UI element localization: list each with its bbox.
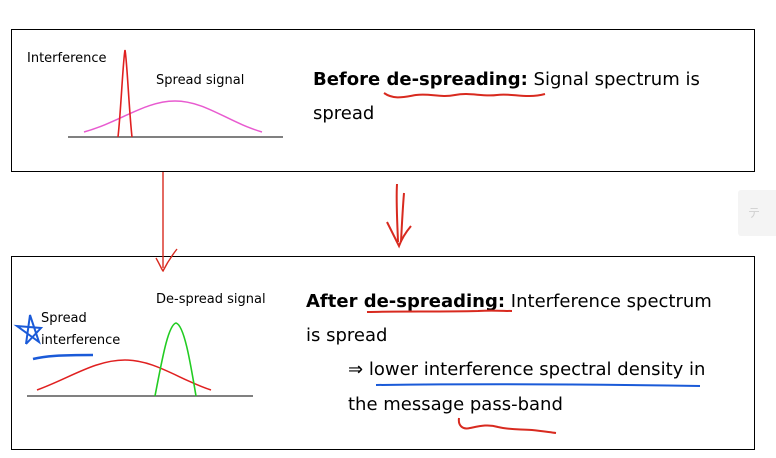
before-heading-rest: Signal spectrum is <box>527 69 700 90</box>
after-heading-line2: is spread <box>306 325 388 346</box>
before-despreading-panel <box>11 29 755 172</box>
spread-signal-label: Spread signal <box>156 73 245 88</box>
implies-arrow: ⇒ <box>348 359 364 380</box>
after-heading: After de-spreading: Interference spectru… <box>306 285 712 319</box>
side-tab-glyph: テ <box>748 206 761 220</box>
double-arrow-head <box>386 221 412 249</box>
before-heading-bold: Before de-spreading: <box>313 69 528 90</box>
double-arrow-shaft-2 <box>400 192 405 243</box>
before-heading-line2: spread <box>313 103 375 124</box>
side-tab[interactable]: テ <box>738 190 776 236</box>
implication-end: in <box>683 359 706 380</box>
interference-label: Interference <box>27 51 107 66</box>
spread-interference-label-line2: interference <box>41 333 121 348</box>
after-heading-bold: After de-spreading: <box>306 291 506 312</box>
implication-emphasis: lower interference spectral density <box>368 359 684 380</box>
implication-line2: the message pass-band <box>348 394 563 415</box>
implication-line1: ⇒ lower interference spectral density in <box>348 353 705 387</box>
after-heading-rest: Interference spectrum <box>505 291 712 312</box>
after-despreading-panel <box>11 256 755 450</box>
before-heading: Before de-spreading: Signal spectrum is <box>313 63 700 97</box>
despread-signal-label: De-spread signal <box>156 292 266 307</box>
double-arrow-shaft-1 <box>395 183 399 243</box>
spread-interference-label-line1: Spread <box>41 311 87 326</box>
